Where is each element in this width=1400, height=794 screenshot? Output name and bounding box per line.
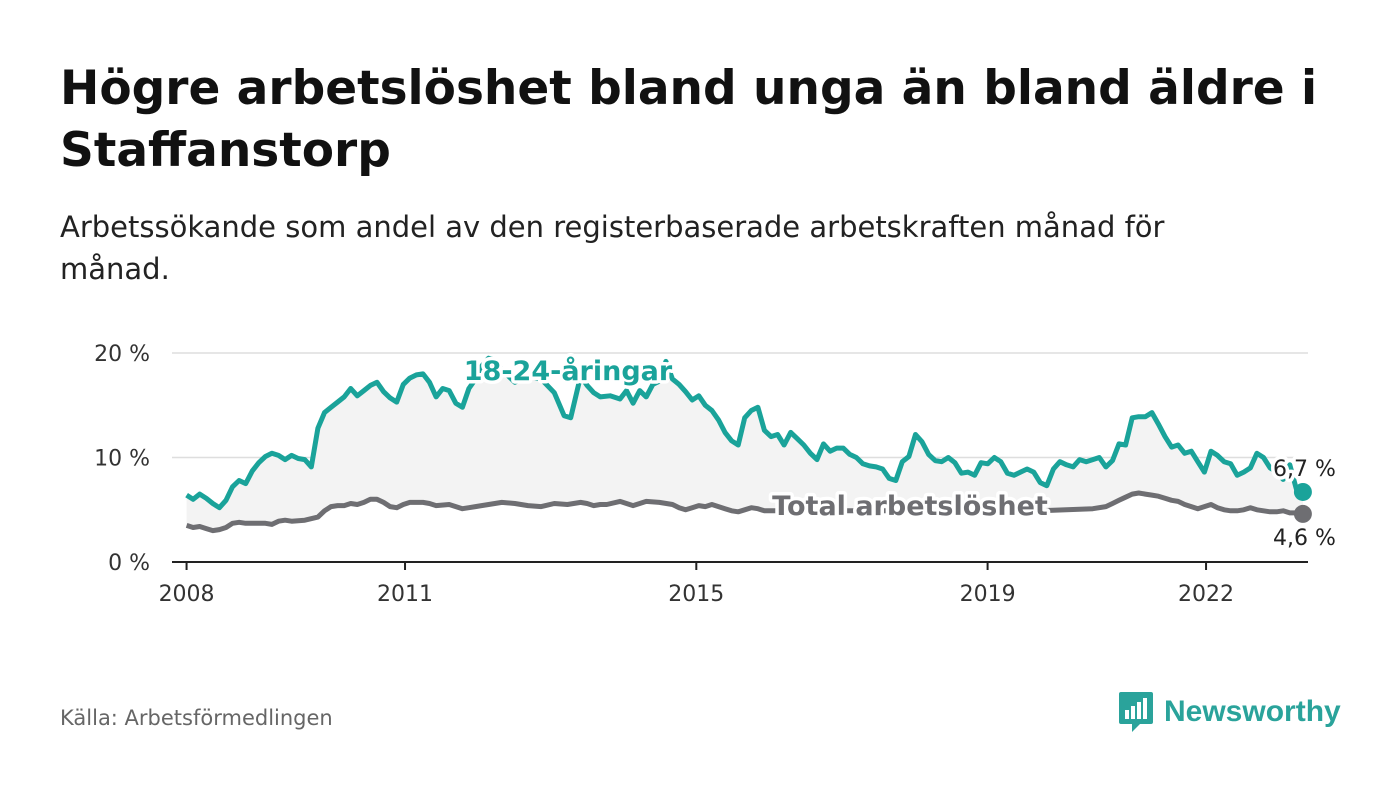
series-line-total [185,490,1304,534]
series-line-youth [185,355,1304,511]
end-label-total: 4,6 % [1273,526,1336,551]
chart-subtitle: Arbetssökande som andel av den registerb… [60,210,1165,286]
newsworthy-logo-icon [1119,692,1153,732]
x-tick-label: 2011 [377,582,433,607]
series-label-total: Total arbetslöshet [772,491,1048,522]
end-marker-total [1293,504,1312,523]
y-tick-label: 0 % [108,551,150,576]
series-lines [185,355,1312,534]
x-tick-label: 2019 [960,582,1016,607]
x-tick-label: 2022 [1178,582,1234,607]
y-tick-label: 10 % [94,447,150,472]
source-note: Källa: Arbetsförmedlingen [60,706,333,730]
series-label-total-halo: Total arbetslöshet [772,491,1048,522]
brand-name: Newsworthy [1164,695,1341,728]
end-label-youth-halo: 6,7 % [1273,457,1336,482]
x-tick-label: 2015 [668,582,724,607]
end-label-youth: 6,7 % [1273,457,1336,482]
chart-title: Högre arbetslöshet bland unga än bland ä… [60,61,1318,178]
end-marker-youth [1293,482,1312,501]
axes: 0 % 10 % 20 % 2008 2011 2015 2019 2022 [94,342,1308,607]
newsworthy-logo[interactable]: Newsworthy [1118,690,1341,734]
end-label-total-halo: 4,6 % [1273,526,1336,551]
series-label-youth-halo: 18-24-åringar [464,355,673,387]
x-tick-label: 2008 [159,582,215,607]
y-tick-label: 20 % [94,342,150,367]
series-label-youth: 18-24-åringar [464,355,673,387]
